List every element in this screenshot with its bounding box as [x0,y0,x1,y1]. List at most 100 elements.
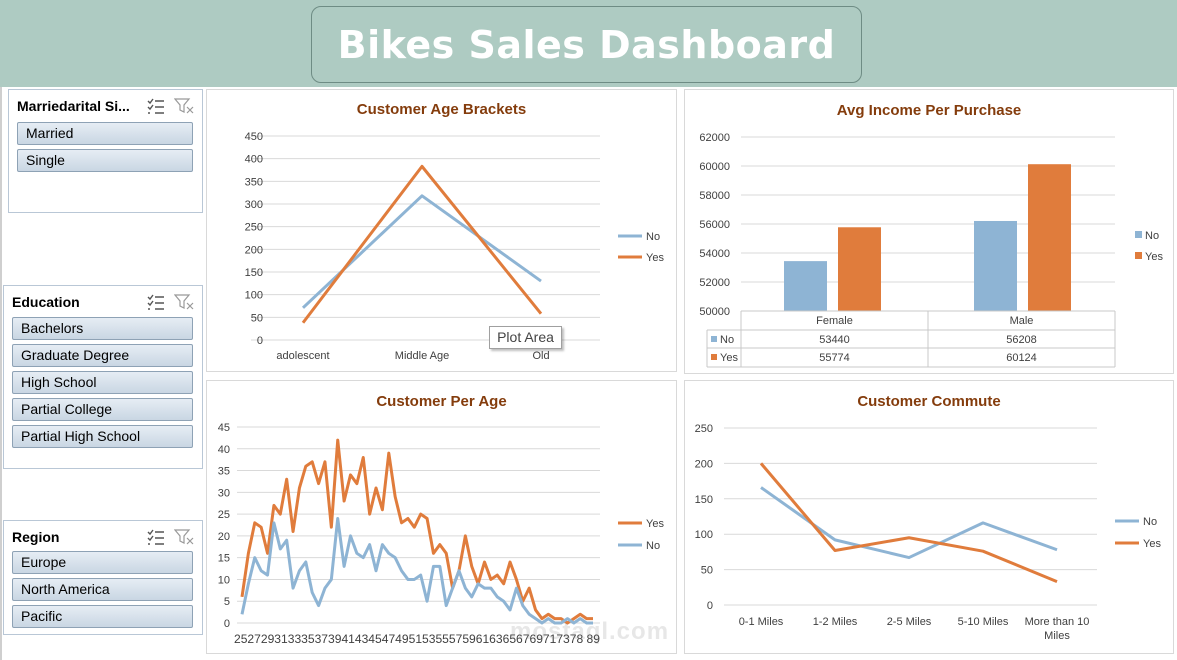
x-tick-label: Old [532,350,549,362]
bar-no [974,220,1017,311]
slicer-item[interactable]: Graduate Degree [12,344,193,367]
slicer-education[interactable]: Education Bachelors Graduate Degree High… [3,285,203,469]
clear-filter-icon[interactable] [174,528,194,546]
clear-filter-icon[interactable] [174,97,194,115]
bar-yes [1028,164,1071,311]
y-tick-label: 250 [695,423,713,435]
y-tick-label: 300 [245,199,263,211]
slicer-item[interactable]: Single [17,149,193,172]
series-line-no [240,516,593,625]
multi-select-icon[interactable] [146,528,166,546]
legend-label: Yes [1143,538,1161,550]
y-tick-label: 54000 [699,248,730,260]
sheet-edge [0,0,2,660]
y-tick-label: 5 [224,596,230,608]
chart-avg-income[interactable]: Avg Income Per Purchase 62000 60000 58000 5… [684,89,1174,374]
x-tick-label: Female [816,315,853,327]
slicer-item[interactable]: Partial College [12,398,193,421]
bar-no [784,261,827,311]
y-tick-label: 0 [224,618,230,630]
y-tick-label: 20 [218,531,230,543]
table-value: 53440 [819,334,850,346]
y-tick-label: 250 [245,222,263,234]
chart-canvas: 45 40 35 30 25 20 15 10 5 0 2527293133353739414345… [218,422,665,646]
slicer-marital-status[interactable]: Marriedarital Si... Married Single [8,89,203,213]
slicer-item[interactable]: Married [17,122,193,145]
x-tick-label: 1-2 Miles [813,616,858,628]
y-tick-label: 56000 [699,219,730,231]
multi-select-icon[interactable] [146,293,166,311]
dashboard-title: Bikes Sales Dashboard [337,22,836,67]
chart-canvas: 250 200 150 100 50 0 0-1 Miles 1-2 Miles 2-5 Mil… [695,423,1162,642]
y-tick-label: 15 [218,553,230,565]
chart-title: Avg Income Per Purchase [836,102,1022,119]
legend-label: No [1145,230,1159,242]
slicer-item[interactable]: Pacific [12,605,193,628]
legend-label: Yes [646,518,664,530]
x-tick-label: 0-1 Miles [739,616,784,628]
multi-select-icon[interactable] [146,97,166,115]
y-tick-label: 52000 [699,277,730,289]
y-tick-label: 150 [245,267,263,279]
x-tick-label: 2-5 Miles [887,616,932,628]
chart-commute[interactable]: Customer Commute 250 200 150 100 50 0 0-1 Mile… [684,380,1174,654]
series-line-no [760,486,1058,560]
x-tick-label: adolescent [276,350,329,362]
chart-per-age[interactable]: Customer Per Age 45 40 35 30 25 20 15 10 5 0 25272… [206,380,677,654]
y-tick-label: 45 [218,422,230,434]
x-tick-label: More than 10 [1025,616,1090,628]
table-series-label: Yes [720,352,738,364]
x-tick-label: Male [1010,315,1034,327]
y-tick-label: 40 [218,444,230,456]
slicer-item[interactable]: Bachelors [12,317,193,340]
dashboard-title-box[interactable]: Bikes Sales Dashboard [311,6,862,83]
slicer-region[interactable]: Region Europe North America Pacific [3,520,203,635]
slicer-item[interactable]: Europe [12,551,193,574]
plot-area-tooltip: Plot Area [489,326,562,349]
y-tick-label: 50000 [699,306,730,318]
slicer-item[interactable]: High School [12,371,193,394]
y-tick-label: 0 [707,600,713,612]
y-tick-label: 62000 [699,132,730,144]
table-value: 60124 [1006,352,1037,364]
legend-label: No [1143,516,1157,528]
watermark: mostaql.com [510,618,670,645]
chart-title: Customer Age Brackets [356,101,527,118]
clear-filter-icon[interactable] [174,293,194,311]
bar-yes [838,227,881,311]
legend-key [711,354,717,360]
y-tick-label: 200 [695,458,713,470]
y-tick-label: 25 [218,509,230,521]
series-line-yes [759,462,1058,584]
x-tick-label: Miles [1044,630,1070,642]
y-tick-label: 30 [218,487,230,499]
chart-title: Customer Commute [857,393,1001,410]
y-tick-label: 50 [251,312,263,324]
y-tick-label: 100 [245,290,263,302]
x-tick-labels: 2527293133353739414345474951535557596163… [234,632,600,646]
chart-age-brackets[interactable]: Customer Age Brackets 450 400 350 300 250 200… [206,89,677,372]
legend-swatch [1135,231,1142,238]
slicer-item[interactable]: Partial High School [12,425,193,448]
chart-canvas: 62000 60000 58000 56000 54000 52000 50000 Femal… [699,132,1163,368]
slicer-title: Education [12,294,80,310]
y-tick-label: 450 [245,131,263,143]
y-tick-label: 400 [245,154,263,166]
y-tick-label: 60000 [699,161,730,173]
legend-label: No [646,540,660,552]
y-tick-label: 200 [245,244,263,256]
slicer-title: Marriedarital Si... [17,98,130,114]
slicer-item[interactable]: North America [12,578,193,601]
table-value: 55774 [819,352,850,364]
y-tick-label: 100 [695,529,713,541]
x-tick-label: 5-10 Miles [958,616,1009,628]
legend-label: No [646,231,660,243]
y-tick-label: 0 [257,335,263,347]
legend-swatch [1135,252,1142,259]
y-tick-label: 350 [245,176,263,188]
chart-canvas: 450 400 350 300 250 200 150 100 50 0 adolescent Mid… [245,131,665,362]
y-tick-label: 35 [218,466,230,478]
legend-label: Yes [646,252,664,264]
series-line-yes [240,438,593,625]
legend-key [711,336,717,342]
